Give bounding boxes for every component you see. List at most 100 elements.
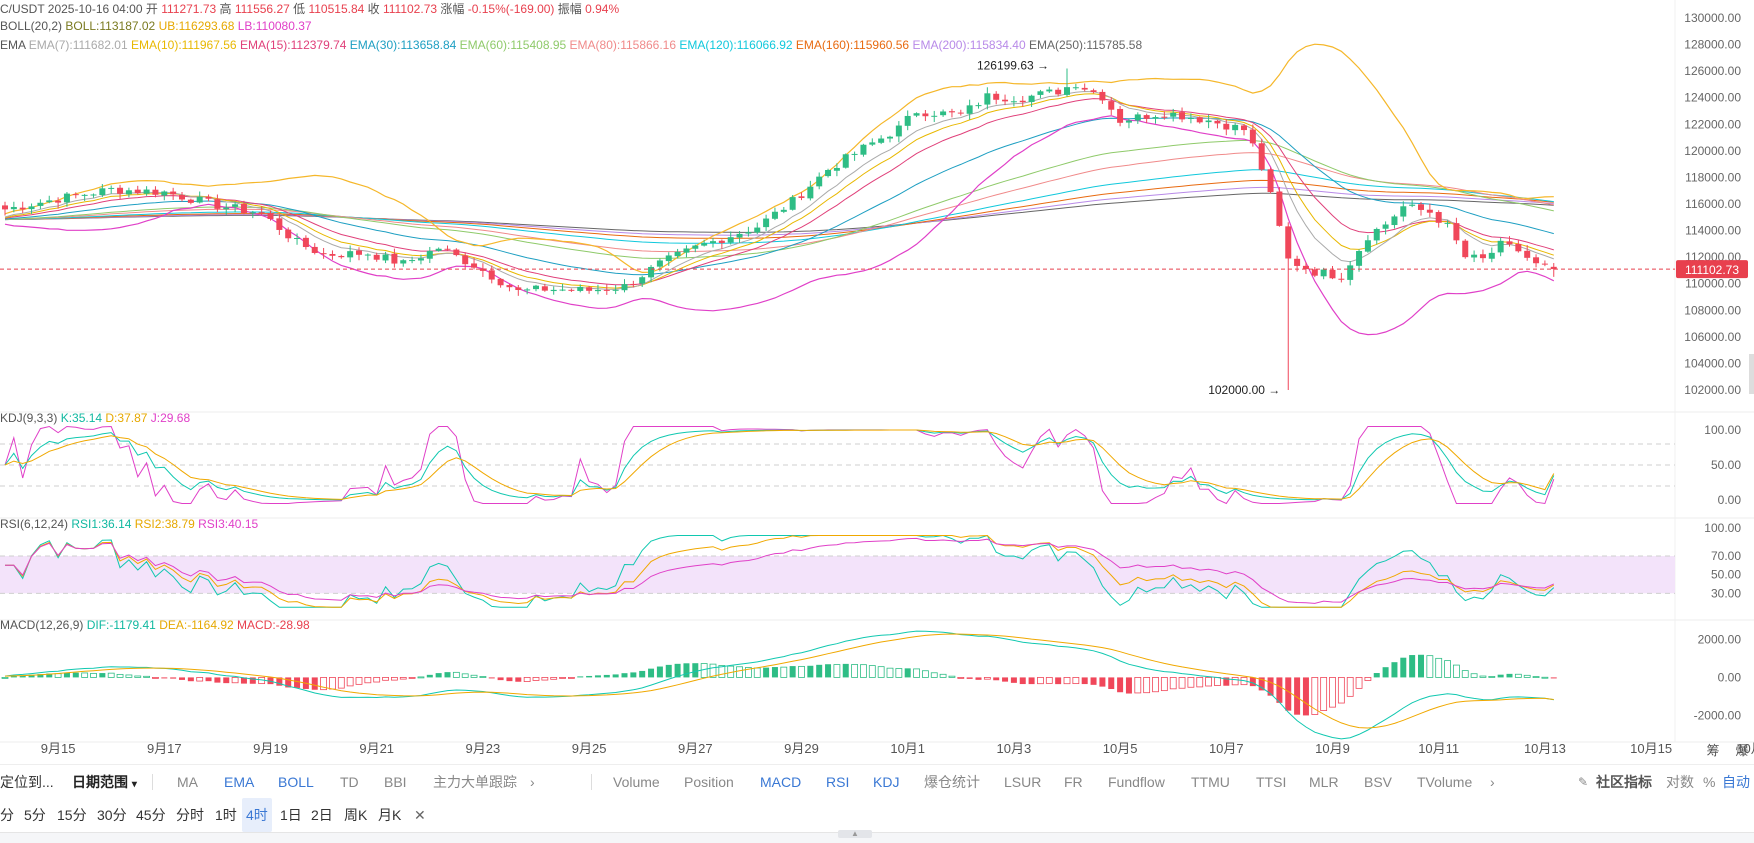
candle[interactable] (1515, 240, 1522, 253)
candle[interactable] (125, 187, 132, 198)
interval-15m[interactable]: 15分 (57, 807, 87, 823)
candle[interactable] (1550, 263, 1557, 277)
candle[interactable] (1276, 187, 1283, 227)
candle[interactable] (1382, 221, 1389, 235)
locate-button[interactable]: 定位到... (0, 774, 54, 790)
main-indicator-ma[interactable]: MA (177, 774, 198, 790)
candle[interactable] (267, 210, 274, 221)
candle[interactable] (1117, 106, 1124, 127)
candle[interactable] (187, 198, 194, 205)
candle[interactable] (816, 172, 823, 190)
candle[interactable] (1196, 116, 1203, 124)
candle[interactable] (19, 201, 26, 214)
candle[interactable] (506, 283, 513, 292)
candle[interactable] (196, 191, 203, 204)
candle[interactable] (294, 233, 301, 245)
candle[interactable] (533, 284, 539, 292)
candle[interactable] (586, 285, 593, 294)
candle[interactable] (1081, 83, 1088, 92)
candle[interactable] (1320, 267, 1327, 280)
candle[interactable] (223, 203, 230, 215)
candle[interactable] (444, 245, 451, 251)
candle[interactable] (1329, 265, 1336, 280)
candle[interactable] (55, 197, 62, 209)
chevron-right-icon[interactable]: › (530, 774, 535, 790)
candle[interactable] (479, 263, 486, 277)
candle[interactable] (435, 247, 442, 252)
candle[interactable] (1046, 86, 1053, 93)
edit-icon[interactable]: ✎ (1578, 775, 1589, 789)
candle[interactable] (1479, 249, 1486, 263)
sub-indicator-liquidation[interactable]: 爆仓统计 (924, 774, 980, 790)
candle[interactable] (453, 248, 460, 257)
candle[interactable] (347, 245, 354, 263)
candle[interactable] (639, 275, 646, 288)
candle[interactable] (913, 112, 920, 118)
interval-45m[interactable]: 45分 (136, 807, 166, 823)
interval-minute[interactable]: 分 (0, 807, 14, 823)
candle[interactable] (108, 185, 115, 194)
candle[interactable] (249, 210, 256, 219)
candle[interactable] (1347, 261, 1354, 286)
candle[interactable] (400, 259, 407, 267)
candle[interactable] (1134, 112, 1141, 124)
candle[interactable] (550, 286, 557, 295)
candle[interactable] (497, 277, 504, 288)
interval-1d[interactable]: 1日 (280, 807, 302, 823)
candle[interactable] (1143, 113, 1150, 124)
candle[interactable] (1541, 260, 1548, 267)
candle[interactable] (143, 186, 150, 196)
candle[interactable] (1205, 114, 1212, 129)
candle[interactable] (302, 235, 309, 250)
candle[interactable] (179, 192, 185, 202)
candle[interactable] (524, 287, 531, 295)
sub-indicator-position[interactable]: Position (684, 774, 734, 790)
candle[interactable] (727, 231, 734, 245)
candle[interactable] (1391, 214, 1398, 229)
candle[interactable] (258, 206, 265, 216)
candle[interactable] (710, 238, 716, 248)
candle[interactable] (2, 201, 8, 216)
interval-5m[interactable]: 5分 (24, 807, 46, 823)
candle[interactable] (72, 192, 79, 199)
candle[interactable] (612, 285, 619, 295)
candle[interactable] (975, 102, 982, 109)
candle[interactable] (984, 87, 991, 110)
interval-2d[interactable]: 2日 (311, 807, 333, 823)
candle[interactable] (1356, 249, 1363, 272)
candle[interactable] (1409, 200, 1416, 208)
candle[interactable] (904, 110, 911, 131)
candle[interactable] (1249, 124, 1256, 147)
sub-indicator-fr[interactable]: FR (1064, 774, 1083, 790)
interval-timeline[interactable]: 分时 (176, 807, 204, 823)
candle[interactable] (798, 192, 805, 201)
sub-indicator-kdj[interactable]: KDJ (873, 774, 900, 790)
candle[interactable] (170, 187, 177, 200)
candle[interactable] (1090, 88, 1097, 94)
candle[interactable] (63, 191, 70, 207)
candle[interactable] (1471, 250, 1478, 263)
candle[interactable] (1099, 89, 1106, 104)
candle[interactable] (161, 190, 168, 201)
candle[interactable] (922, 109, 929, 122)
candle[interactable] (665, 252, 672, 266)
candle[interactable] (1444, 220, 1451, 228)
candle[interactable] (674, 248, 681, 259)
candle[interactable] (1179, 107, 1186, 123)
price-scrollbar[interactable] (1749, 354, 1754, 394)
candle[interactable] (1364, 235, 1371, 253)
log-scale-toggle[interactable]: 对数 (1666, 774, 1694, 790)
candle[interactable] (771, 207, 778, 221)
candle[interactable] (240, 200, 247, 215)
candle[interactable] (1453, 217, 1460, 245)
candle[interactable] (966, 99, 973, 120)
candle[interactable] (692, 244, 699, 253)
candle[interactable] (1267, 167, 1274, 194)
candle[interactable] (1302, 262, 1309, 274)
candle[interactable] (957, 109, 964, 116)
interval-1h[interactable]: 1时 (215, 807, 237, 823)
sub-indicator-mlr[interactable]: MLR (1309, 774, 1339, 790)
candle[interactable] (895, 121, 902, 143)
candle[interactable] (320, 247, 327, 259)
candle[interactable] (276, 214, 283, 235)
